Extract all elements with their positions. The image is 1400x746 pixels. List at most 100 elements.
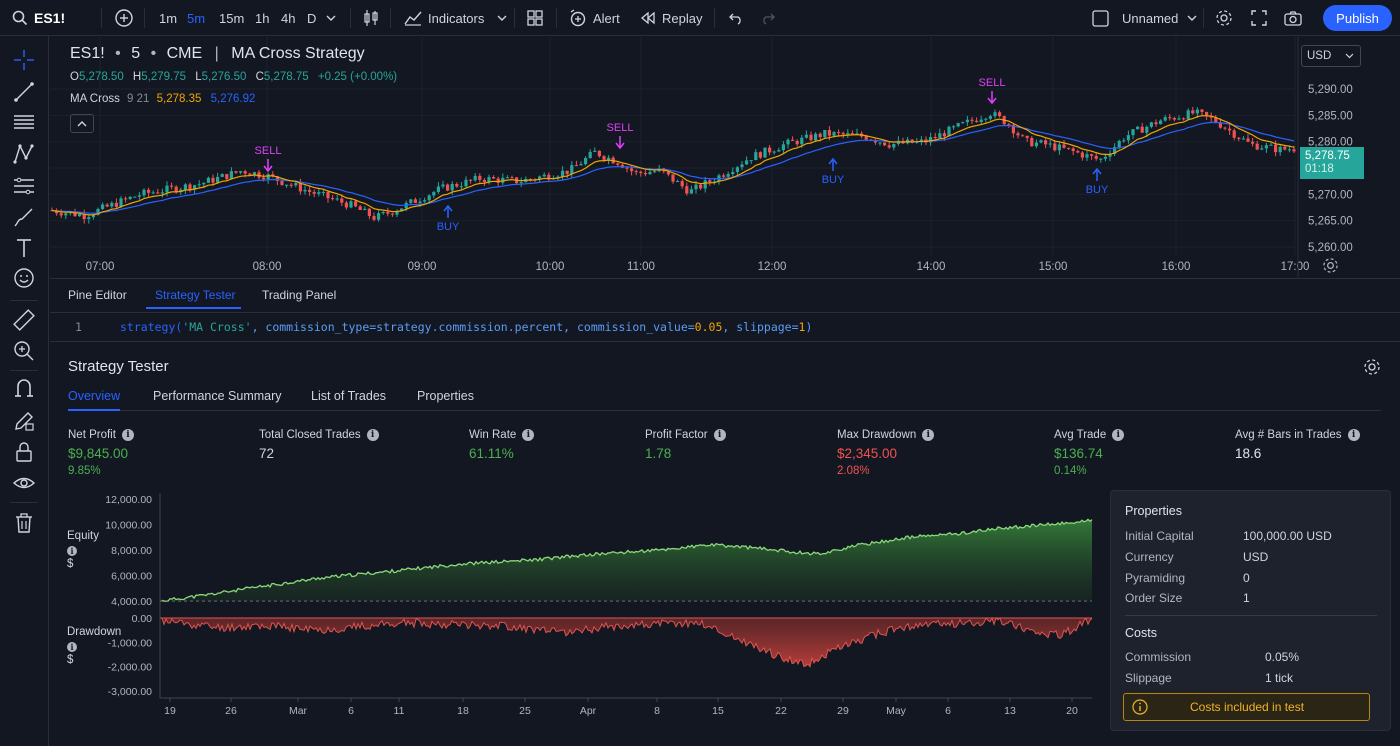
tester-settings-button[interactable] <box>1363 358 1381 376</box>
last-price: 5,278.75 <box>1305 150 1350 162</box>
tab-list-of-trades[interactable]: List of Trades <box>311 389 387 403</box>
smiley-icon[interactable] <box>12 266 36 290</box>
pencil-lock-icon[interactable] <box>12 409 36 433</box>
brush-icon[interactable] <box>12 205 36 229</box>
price-chart[interactable]: 5,290.00 5,285.00 5,280.00 5,270.00 5,265.00… <box>50 37 1400 280</box>
ruler-icon[interactable] <box>12 308 36 332</box>
candle <box>473 175 477 181</box>
drawing-toolbar <box>0 36 49 746</box>
candle <box>321 191 325 193</box>
fib-icon[interactable] <box>12 174 36 198</box>
collapse-legend-button[interactable] <box>70 114 94 133</box>
timeframe-4h[interactable]: 4h <box>281 10 296 26</box>
candle <box>528 178 532 180</box>
candle <box>1283 146 1287 150</box>
candle <box>510 177 514 179</box>
candle <box>271 174 275 177</box>
publish-button[interactable]: Publish <box>1323 5 1392 31</box>
alert-button[interactable]: Alert <box>569 0 620 36</box>
info-icon[interactable]: i <box>366 429 379 441</box>
chevron-down-icon <box>1187 15 1197 21</box>
eye-icon[interactable] <box>12 471 36 495</box>
timeframe-1h[interactable]: 1h <box>255 10 270 26</box>
magnet-icon[interactable] <box>12 376 36 400</box>
settings-button[interactable] <box>1215 0 1233 36</box>
info-icon[interactable]: i <box>1347 429 1360 441</box>
info-icon[interactable]: i <box>713 429 726 441</box>
candle <box>929 137 933 143</box>
tab-pine-editor[interactable]: Pine Editor <box>68 288 127 302</box>
candle <box>91 214 95 218</box>
candle <box>841 132 845 135</box>
timeframe-15m[interactable]: 15m <box>219 10 245 26</box>
pattern-icon[interactable] <box>12 142 36 166</box>
code-editor-line[interactable]: 1 strategy('MA Cross', commission_type=s… <box>50 312 1400 342</box>
tab-trading-panel[interactable]: Trading Panel <box>262 288 337 302</box>
ohlc-change: +0.25 (+0.00%) <box>317 71 398 83</box>
tab-properties[interactable]: Properties <box>417 389 474 403</box>
replay-label: Replay <box>662 10 703 26</box>
candle <box>616 163 620 165</box>
date-tick: 6 <box>348 705 354 717</box>
date-tick: 29 <box>837 705 849 717</box>
zoom-icon[interactable] <box>12 339 36 363</box>
currency-select[interactable]: USD <box>1301 45 1361 67</box>
screenshot-button[interactable] <box>1284 0 1302 36</box>
lock-icon[interactable] <box>12 440 36 464</box>
candle <box>151 192 155 194</box>
crosshair-icon[interactable] <box>12 48 36 72</box>
indicator-legend[interactable]: MA Cross 9 21 5,278.35 5,276.92 <box>70 93 255 105</box>
date-tick: Apr <box>580 705 597 717</box>
candlestick-chart[interactable]: 5,290.00 5,285.00 5,280.00 5,270.00 5,265.00… <box>50 37 1400 278</box>
chart-strategy-name: MA Cross Strategy <box>231 45 365 62</box>
info-icon[interactable]: i <box>522 429 535 441</box>
trash-icon[interactable] <box>12 511 36 535</box>
time-tick: 17:00 <box>1281 261 1310 273</box>
candle <box>947 126 951 137</box>
candle <box>680 181 684 187</box>
equity-line <box>161 518 1093 602</box>
timeframe-dropdown[interactable] <box>325 0 337 36</box>
add-symbol-button[interactable] <box>115 0 133 36</box>
text-icon[interactable] <box>12 236 36 260</box>
candle <box>197 184 201 186</box>
redo-icon <box>763 13 775 25</box>
fullscreen-button[interactable] <box>1251 0 1267 36</box>
time-tick: 15:00 <box>1039 261 1068 273</box>
undo-button[interactable] <box>728 0 744 36</box>
redo-button[interactable] <box>760 0 776 36</box>
layouts-button[interactable] <box>527 0 543 36</box>
timeframe-5m[interactable]: 5m <box>187 10 206 26</box>
candle <box>579 164 583 166</box>
candle <box>837 132 841 134</box>
undo-icon <box>729 13 741 25</box>
info-icon[interactable]: i <box>922 429 935 441</box>
timeframe-1m[interactable]: 1m <box>159 10 178 26</box>
tab-overview[interactable]: Overview <box>68 389 121 403</box>
indicators-button[interactable]: Indicators <box>404 0 508 36</box>
rewind-icon <box>640 11 655 25</box>
info-icon[interactable]: i <box>1112 429 1125 441</box>
candle <box>979 119 983 122</box>
chart-settings-button[interactable] <box>1322 257 1339 274</box>
candle <box>427 195 431 201</box>
timeframe-d[interactable]: D <box>307 10 317 26</box>
tab-performance-summary[interactable]: Performance Summary <box>153 389 282 403</box>
candle <box>248 173 252 176</box>
symbol-search[interactable]: ES1! <box>12 0 65 36</box>
candle <box>400 208 404 212</box>
trend-line-icon[interactable] <box>12 80 36 104</box>
info-icon[interactable]: i <box>67 546 77 556</box>
info-icon[interactable]: i <box>121 429 134 441</box>
equity-drawdown-chart[interactable]: 12,000.00 10,000.00 8,000.00 6,000.00 4,000.… <box>100 488 1100 720</box>
replay-button[interactable]: Replay <box>640 0 702 36</box>
horizontal-lines-icon[interactable] <box>12 110 36 134</box>
candle <box>574 165 578 167</box>
info-icon[interactable]: i <box>67 642 77 652</box>
tab-strategy-tester[interactable]: Strategy Tester <box>155 288 236 302</box>
candle <box>1278 146 1282 153</box>
layout-name-button[interactable]: Unnamed <box>1092 0 1198 36</box>
candle <box>1140 126 1144 133</box>
candle <box>1237 137 1241 139</box>
chart-type-button[interactable] <box>363 0 379 36</box>
